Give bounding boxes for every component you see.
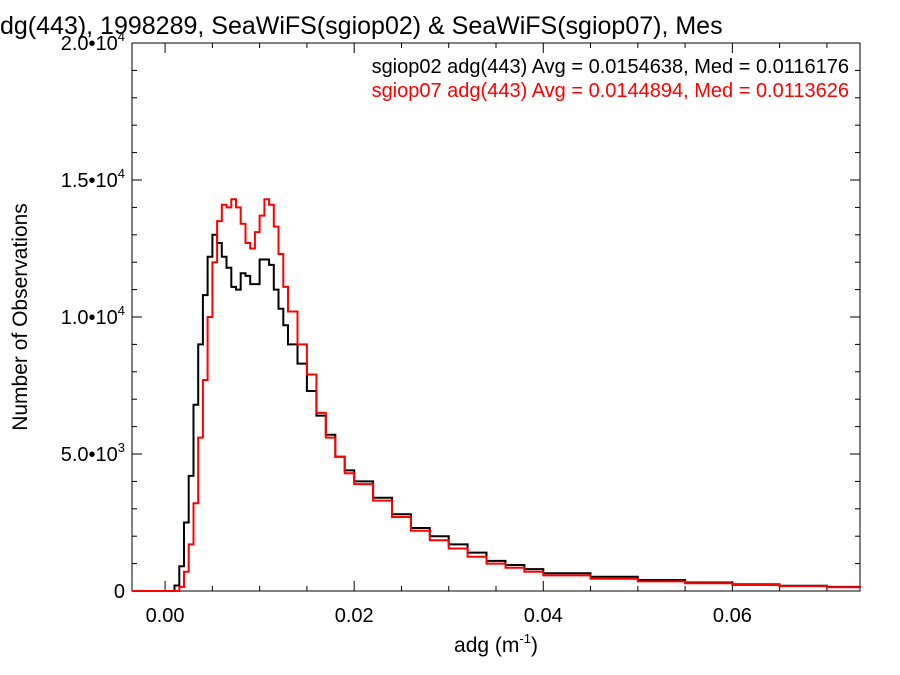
x-axis-label-text: adg (m xyxy=(454,634,519,657)
legend-entry-2: sgiop07 adg(443) Avg = 0.0144894, Med = … xyxy=(372,80,849,102)
series-lines xyxy=(132,198,861,592)
y-tick-label: 0 xyxy=(114,581,125,603)
x-tick-label: 0.06 xyxy=(713,605,752,627)
x-tick-label: 0.00 xyxy=(146,605,185,627)
x-tick-labels: 0.00 0.02 0.04 0.06 xyxy=(146,605,752,627)
axis-ticks xyxy=(132,42,860,592)
legend: sgiop02 adg(443) Avg = 0.0154638, Med = … xyxy=(372,56,849,102)
series-line-2 xyxy=(132,198,861,592)
y-axis-label: Number of Observations xyxy=(9,203,32,431)
chart-title: dg(443), 1998289, SeaWiFS(sgiop02) & Sea… xyxy=(0,12,723,40)
x-axis-label: adg (m-1) xyxy=(454,631,538,657)
x-tick-label: 0.04 xyxy=(524,605,563,627)
y-tick-label: 1.0•104 xyxy=(61,303,125,329)
plot-frame xyxy=(131,42,861,592)
x-axis-label-sup: -1 xyxy=(519,631,531,646)
y-tick-label: 1.5•104 xyxy=(61,166,125,192)
y-tick-label: 2.0•104 xyxy=(61,29,125,55)
series-line-1 xyxy=(132,233,861,592)
x-axis-label-close: ) xyxy=(531,634,538,657)
legend-entry-1: sgiop02 adg(443) Avg = 0.0154638, Med = … xyxy=(372,56,849,78)
x-tick-label: 0.02 xyxy=(335,605,374,627)
y-tick-label: 5.0•103 xyxy=(61,440,125,466)
y-tick-labels: 0 5.0•103 1.0•104 1.5•104 2.0•104 xyxy=(61,29,125,603)
